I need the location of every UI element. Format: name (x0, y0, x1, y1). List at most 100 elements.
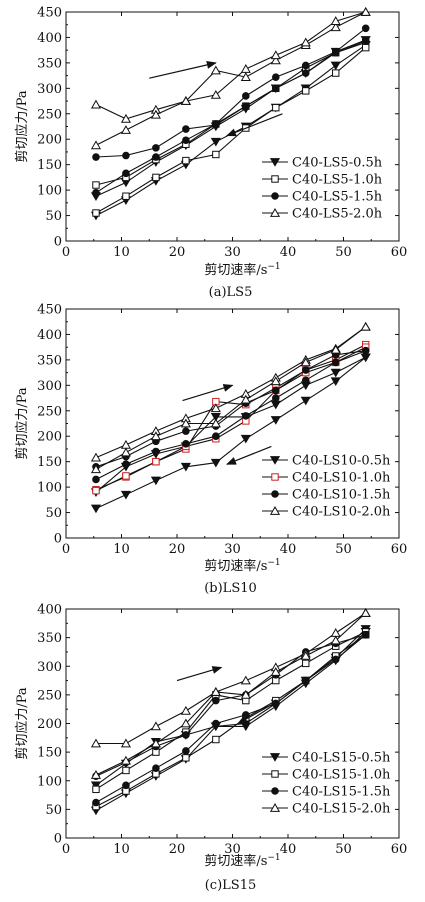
y-tick-label: 50 (45, 803, 62, 818)
series-line-up (95, 11, 366, 120)
x-tick-label: 0 (62, 245, 70, 260)
data-point (150, 721, 161, 731)
data-point (330, 368, 341, 378)
data-point (212, 150, 220, 159)
series-line-up (95, 350, 366, 468)
legend-label: C40-LS15-1.5h (292, 785, 391, 800)
x-tick-label: 60 (391, 842, 408, 857)
data-point (301, 61, 310, 70)
legend-marker (271, 192, 279, 200)
data-point (270, 416, 281, 425)
data-point (122, 460, 130, 469)
data-point (270, 400, 281, 410)
direction-arrow (176, 666, 223, 682)
data-point (240, 434, 251, 444)
data-point (120, 113, 132, 123)
data-point (270, 50, 281, 60)
y-tick-label: 450 (37, 303, 62, 318)
data-point (212, 696, 220, 705)
data-point (182, 136, 190, 145)
x-tick-label: 60 (391, 542, 408, 557)
series-4 (90, 608, 371, 779)
data-point (330, 344, 341, 354)
data-point (300, 650, 311, 660)
series-line-down (95, 612, 367, 776)
data-point (300, 37, 311, 47)
data-point (122, 151, 130, 160)
data-point (90, 140, 102, 150)
series-line-down (95, 346, 366, 492)
legend-label: C40-LS5-2.0h (292, 207, 383, 222)
series-line-up (95, 631, 366, 790)
data-point (120, 439, 132, 449)
data-point (212, 432, 220, 441)
legend: C40-LS5-0.5h C40-LS5-1.0h C40-LS5-1.5h C40-… (262, 156, 383, 222)
series-line-up (95, 40, 366, 158)
data-point (90, 464, 102, 474)
legend-marker (271, 787, 279, 795)
series-line-down (95, 326, 367, 470)
data-point (332, 69, 340, 77)
y-tick-label: 150 (37, 746, 62, 761)
data-point (182, 747, 190, 755)
data-point (210, 687, 221, 696)
series-line-down (95, 634, 367, 807)
legend-label: C40-LS10-1.5h (292, 488, 391, 503)
x-tick-label: 0 (62, 842, 70, 857)
data-point (301, 376, 310, 385)
data-point (152, 153, 160, 161)
series-4 (90, 7, 371, 150)
data-point (152, 457, 160, 466)
x-tick-label: 30 (224, 842, 241, 857)
y-tick-label: 200 (37, 717, 62, 732)
data-point (240, 675, 251, 685)
data-point (180, 462, 191, 472)
legend-marker (269, 803, 281, 812)
data-point (182, 427, 190, 435)
chart-panel-2: 0 10 20 30 40 50 60 0 50 100 150 200 250 300 350 400 450… (14, 303, 407, 597)
data-point (331, 47, 340, 56)
x-tick-label: 30 (224, 542, 241, 557)
y-tick-label: 50 (45, 506, 62, 521)
data-point (242, 412, 250, 420)
data-point (150, 431, 161, 441)
y-tick-label: 250 (37, 688, 62, 703)
y-tick-label: 50 (45, 209, 62, 224)
series-line-down (95, 356, 367, 509)
data-point (180, 705, 191, 715)
data-point (240, 689, 251, 699)
data-point (180, 418, 191, 428)
data-point (271, 73, 280, 81)
data-point (152, 144, 160, 152)
series-line-down (95, 350, 366, 480)
data-point (150, 109, 161, 119)
data-point (330, 628, 341, 637)
direction-arrow (182, 384, 234, 402)
x-tick-label: 20 (169, 542, 186, 557)
y-tick-label: 350 (37, 353, 62, 368)
y-tick-label: 150 (37, 455, 62, 470)
legend-marker (269, 506, 281, 515)
data-point (271, 699, 280, 708)
x-tick-label: 50 (335, 842, 352, 857)
series-4 (90, 321, 371, 474)
data-point (210, 89, 221, 99)
x-tick-label: 60 (391, 245, 408, 260)
data-point (271, 386, 280, 395)
legend-marker (271, 473, 279, 481)
y-tick-label: 150 (37, 158, 62, 173)
direction-arrow (226, 113, 283, 137)
legend-label: C40-LS15-0.5h (292, 751, 391, 766)
data-point (90, 452, 102, 462)
legend: C40-LS10-0.5h C40-LS10-1.0h C40-LS10-1.5h C… (262, 454, 391, 520)
x-axis-label: 剪切速率/s−1 (204, 262, 280, 278)
data-point (270, 376, 281, 386)
data-point (301, 69, 310, 77)
x-axis-label: 剪切速率/s−1 (204, 558, 280, 574)
data-point (270, 666, 281, 676)
legend-label: C40-LS10-2.0h (292, 505, 391, 520)
data-point (210, 65, 221, 75)
x-tick-label: 40 (280, 245, 297, 260)
data-point (120, 125, 132, 134)
x-tick-label: 10 (113, 245, 130, 260)
